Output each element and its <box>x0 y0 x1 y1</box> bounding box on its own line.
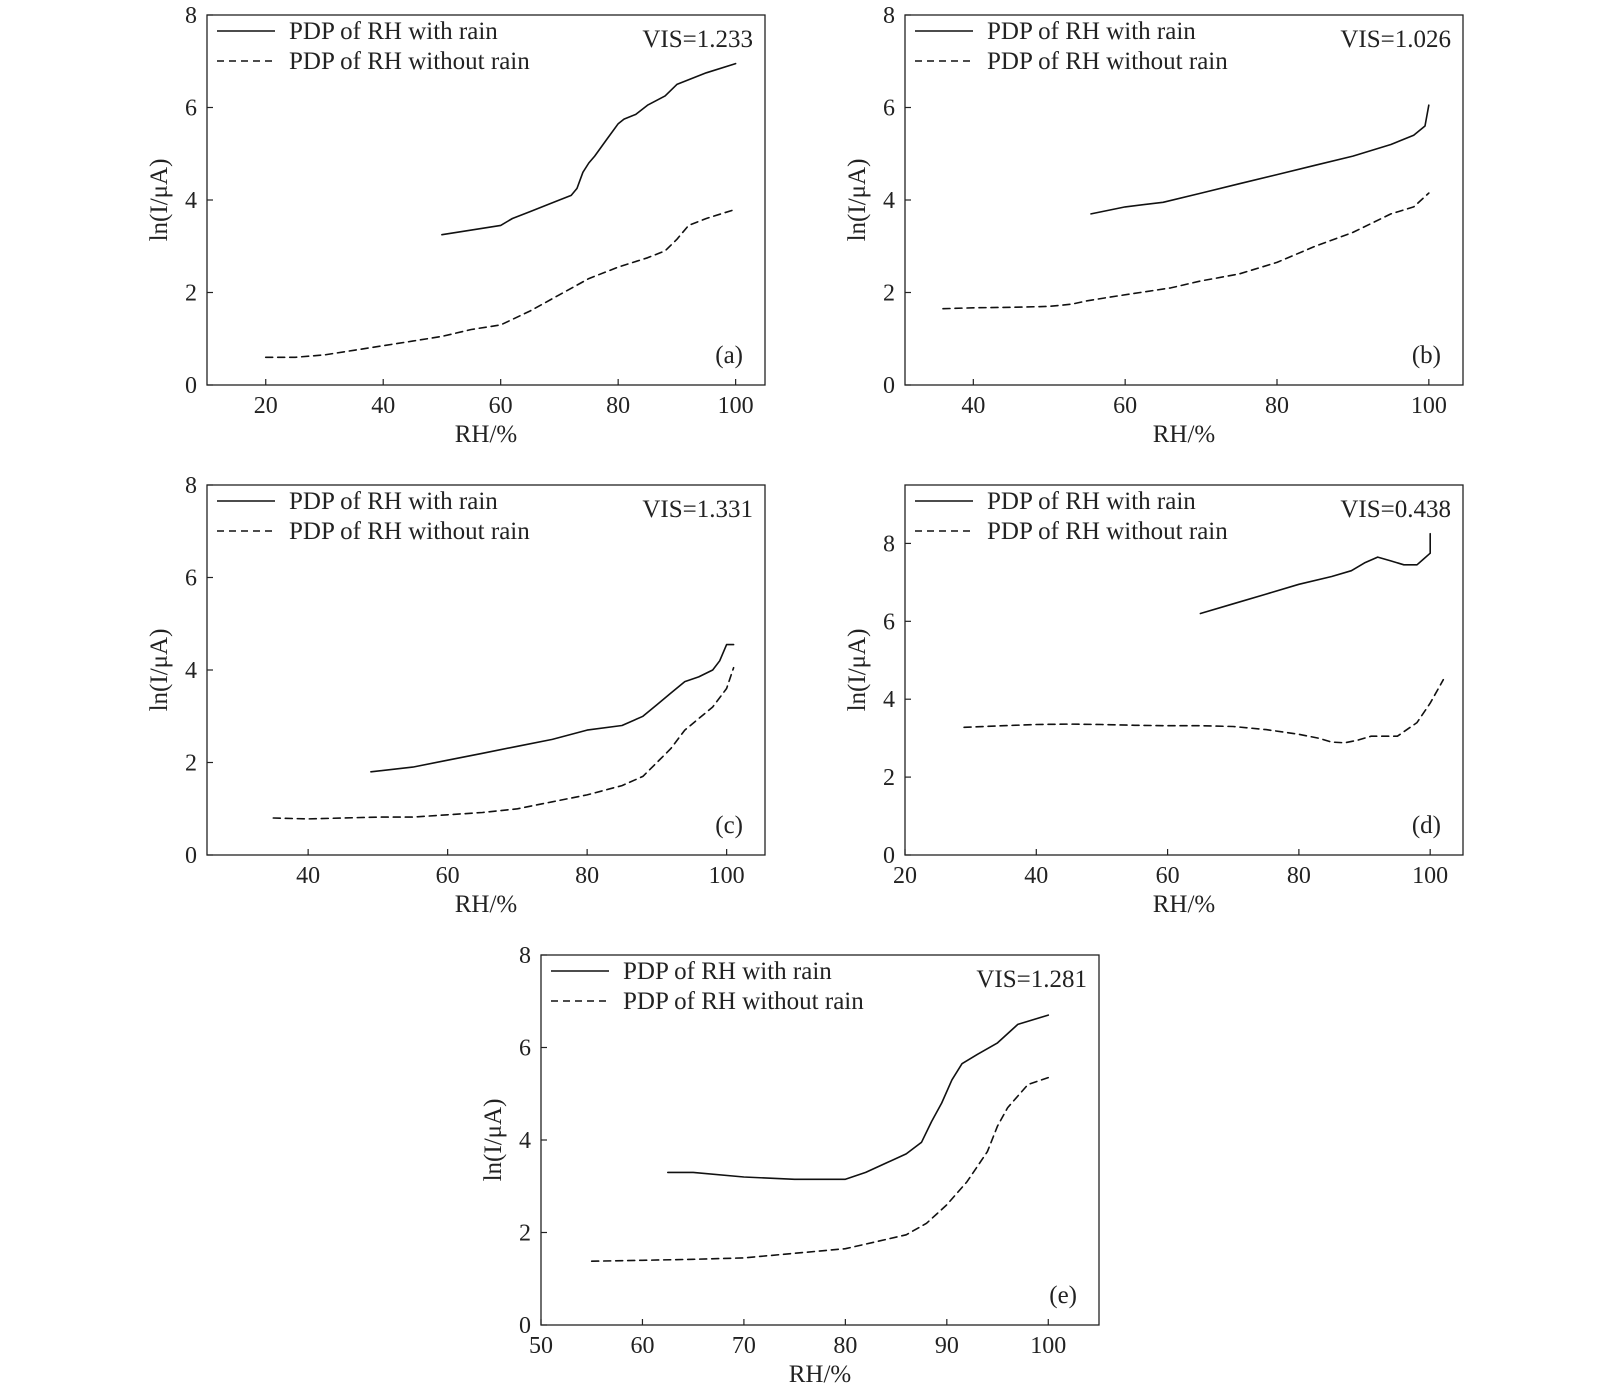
panel-letter-c: (c) <box>715 812 743 839</box>
x-tick-label-e-3: 80 <box>833 1333 857 1359</box>
y-tick-label-c-4: 8 <box>185 473 197 499</box>
x-tick-label-e-4: 90 <box>935 1333 959 1359</box>
x-tick-label-a-3: 80 <box>606 393 630 419</box>
y-tick-label-e-2: 4 <box>519 1128 531 1154</box>
x-tick-label-b-0: 40 <box>961 393 985 419</box>
y-axis-title-a: ln(I/μA) <box>146 159 173 242</box>
x-tick-label-a-1: 40 <box>371 393 395 419</box>
x-tick-label-e-1: 60 <box>630 1333 654 1359</box>
y-axis-title-d: ln(I/μA) <box>844 629 871 712</box>
y-tick-label-e-4: 8 <box>519 943 531 969</box>
y-tick-label-e-3: 6 <box>519 1036 531 1062</box>
legend-label-without-rain-d: PDP of RH without rain <box>987 518 1228 545</box>
x-tick-label-b-3: 100 <box>1411 393 1447 419</box>
panel-letter-a: (a) <box>715 342 743 369</box>
series-without-rain-line-d <box>963 678 1445 744</box>
x-tick-label-b-2: 80 <box>1265 393 1289 419</box>
legend-label-with-rain-e: PDP of RH with rain <box>623 958 832 985</box>
chart-panel-a: 20 40 60 80 100 0 2 4 6 8 RH/% ln(I/μA) PDP of RH wi… <box>146 3 766 448</box>
x-tick-label-c-0: 40 <box>296 863 320 889</box>
x-tick-label-e-0: 50 <box>529 1333 553 1359</box>
x-tick-label-c-3: 100 <box>709 863 745 889</box>
legend-label-without-rain-a: PDP of RH without rain <box>289 48 530 75</box>
y-tick-label-c-2: 4 <box>185 658 197 684</box>
y-tick-label-d-3: 6 <box>883 609 895 635</box>
series-with-rain-line-b <box>1090 104 1430 215</box>
x-tick-label-e-5: 100 <box>1030 1333 1066 1359</box>
panel-letter-b: (b) <box>1412 342 1441 369</box>
x-tick-label-d-0: 20 <box>893 863 917 889</box>
x-axis-title-c: RH/% <box>455 891 518 918</box>
x-axis-title-b: RH/% <box>1153 421 1216 448</box>
vis-annotation-a: VIS=1.233 <box>642 26 753 53</box>
series-without-rain-line-c <box>272 666 735 820</box>
y-tick-label-b-0: 0 <box>883 373 895 399</box>
chart-panel-e: 50 60 70 80 90 100 0 2 4 6 8 RH/% ln(I/μA) PDP of RH … <box>480 943 1100 1388</box>
x-tick-label-d-4: 100 <box>1412 863 1448 889</box>
vis-annotation-b: VIS=1.026 <box>1340 26 1451 53</box>
chart-panel-d: 20 40 60 80 100 0 2 4 6 8 RH/% ln(I/μA) PDP of RH wi… <box>844 484 1464 918</box>
y-tick-label-a-1: 2 <box>185 281 197 307</box>
y-tick-label-d-2: 4 <box>883 687 895 713</box>
y-tick-label-b-3: 6 <box>883 96 895 122</box>
y-tick-label-d-1: 2 <box>883 765 895 791</box>
y-tick-label-b-1: 2 <box>883 281 895 307</box>
y-axis-title-b: ln(I/μA) <box>844 159 871 242</box>
y-tick-label-a-3: 6 <box>185 96 197 122</box>
series-without-rain-line-b <box>942 192 1430 310</box>
series-without-rain-line-e <box>590 1076 1050 1262</box>
y-tick-label-c-3: 6 <box>185 566 197 592</box>
vis-annotation-e: VIS=1.281 <box>976 966 1087 993</box>
series-with-rain-line-a <box>441 62 737 236</box>
legend-label-with-rain-d: PDP of RH with rain <box>987 488 1196 515</box>
x-tick-label-a-2: 60 <box>489 393 513 419</box>
x-tick-label-a-4: 100 <box>718 393 754 419</box>
vis-annotation-d: VIS=0.438 <box>1340 496 1451 523</box>
y-tick-label-a-2: 4 <box>185 188 197 214</box>
y-tick-label-a-4: 8 <box>185 3 197 29</box>
y-tick-label-b-4: 8 <box>883 3 895 29</box>
vis-annotation-c: VIS=1.331 <box>642 496 753 523</box>
legend-label-without-rain-b: PDP of RH without rain <box>987 48 1228 75</box>
series-with-rain-line-e <box>666 1014 1050 1181</box>
x-tick-label-c-2: 80 <box>575 863 599 889</box>
x-tick-label-c-1: 60 <box>436 863 460 889</box>
legend-label-without-rain-e: PDP of RH without rain <box>623 988 864 1015</box>
legend-label-with-rain-b: PDP of RH with rain <box>987 18 1196 45</box>
x-tick-label-e-2: 70 <box>732 1333 756 1359</box>
y-tick-label-b-2: 4 <box>883 188 895 214</box>
panel-letter-d: (d) <box>1412 812 1441 839</box>
y-tick-label-d-4: 8 <box>883 531 895 557</box>
x-tick-label-d-3: 80 <box>1287 863 1311 889</box>
chart-panel-c: 40 60 80 100 0 2 4 6 8 RH/% ln(I/μA) PDP of RH with… <box>146 473 766 918</box>
y-axis-title-e: ln(I/μA) <box>480 1099 507 1182</box>
legend-label-with-rain-c: PDP of RH with rain <box>289 488 498 515</box>
x-axis-title-e: RH/% <box>789 1361 852 1388</box>
y-tick-label-c-1: 2 <box>185 751 197 777</box>
chart-panel-b: 40 60 80 100 0 2 4 6 8 RH/% ln(I/μA) PDP of RH with… <box>844 3 1464 448</box>
y-tick-label-d-0: 0 <box>883 843 895 869</box>
x-tick-label-d-2: 60 <box>1156 863 1180 889</box>
x-axis-title-d: RH/% <box>1153 891 1216 918</box>
series-with-rain-line-d <box>1199 532 1431 615</box>
y-tick-label-e-1: 2 <box>519 1221 531 1247</box>
legend-label-without-rain-c: PDP of RH without rain <box>289 518 530 545</box>
x-tick-label-b-1: 60 <box>1113 393 1137 419</box>
y-tick-label-e-0: 0 <box>519 1313 531 1339</box>
x-tick-label-d-1: 40 <box>1024 863 1048 889</box>
y-axis-title-c: ln(I/μA) <box>146 629 173 712</box>
panel-letter-e: (e) <box>1049 1282 1077 1309</box>
x-tick-label-a-0: 20 <box>254 393 278 419</box>
plot-frame-d <box>904 484 1464 856</box>
y-tick-label-a-0: 0 <box>185 373 197 399</box>
legend-label-with-rain-a: PDP of RH with rain <box>289 18 498 45</box>
y-tick-label-c-0: 0 <box>185 843 197 869</box>
series-with-rain-line-c <box>370 643 735 773</box>
series-without-rain-line-a <box>264 208 737 359</box>
x-axis-title-a: RH/% <box>455 421 518 448</box>
